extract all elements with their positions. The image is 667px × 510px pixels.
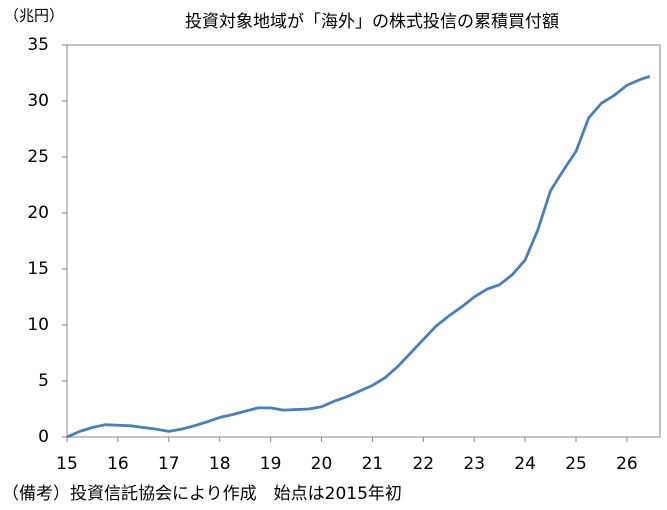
x-tick-label: 15 xyxy=(56,454,78,474)
y-tick-label: 20 xyxy=(27,203,49,223)
y-tick-label: 5 xyxy=(38,371,49,391)
x-tick-label: 17 xyxy=(158,454,180,474)
x-tick-label: 26 xyxy=(616,454,638,474)
y-tick-label: 0 xyxy=(38,427,49,447)
y-tick-label: 30 xyxy=(27,91,49,111)
x-tick-label: 19 xyxy=(260,454,282,474)
plot-frame xyxy=(66,44,661,438)
y-unit-label: （兆円） xyxy=(4,7,64,25)
x-tick-label: 22 xyxy=(412,454,434,474)
chart-title: 投資対象地域が「海外」の株式投信の累積買付額 xyxy=(185,12,559,32)
note: （備考）投資信託協会により作成 始点は2015年初 xyxy=(2,484,402,504)
x-tick-label: 25 xyxy=(565,454,587,474)
x-tick-label: 23 xyxy=(463,454,485,474)
y-tick-label: 10 xyxy=(27,315,49,335)
x-tick-label: 18 xyxy=(209,454,231,474)
x-tick-label: 16 xyxy=(107,454,129,474)
x-tick-label: 21 xyxy=(362,454,384,474)
y-tick-label: 25 xyxy=(27,147,49,167)
data-line xyxy=(66,75,651,439)
y-tick-label: 15 xyxy=(27,259,49,279)
x-tick-label: 24 xyxy=(514,454,536,474)
x-tick-label: 20 xyxy=(311,454,333,474)
y-tick-label: 35 xyxy=(27,35,49,55)
